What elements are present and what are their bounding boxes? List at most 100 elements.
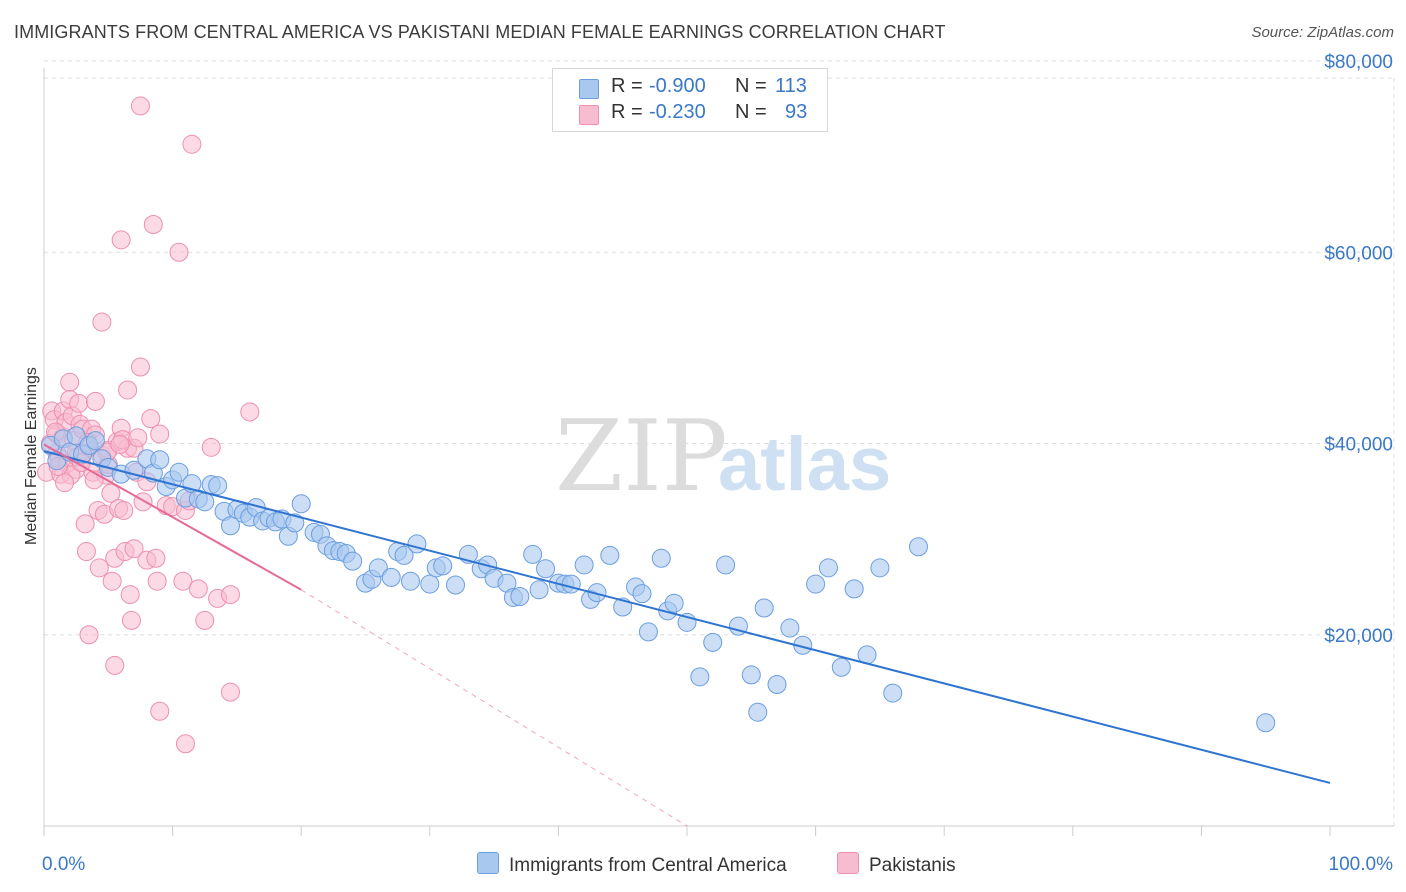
central-america-point [767,674,787,694]
central-america-point [574,555,594,575]
pakistanis-point [150,701,170,721]
central-america-point [587,583,607,603]
pakistanis-point [133,492,153,512]
pakistanis-point [130,357,150,377]
bottom-legend-label: Pakistanis [869,855,956,876]
central-america-point [381,567,401,587]
central-america-point [401,571,421,591]
bottom-legend-pakistanis: Pakistanis [837,852,956,877]
pakistanis-point [102,571,122,591]
central-america-point [407,534,427,554]
pakistanis-trendline-extension [300,589,688,827]
legend-n-value: 93 [785,101,808,123]
pakistanis-point [169,242,189,262]
x-tick-label-start: 0.0% [42,854,85,875]
central-america-point [291,494,311,514]
legend-n-label: N = [735,75,767,97]
legend: R = -0.900 N = 113 R = -0.230 N = 93 [552,68,828,132]
pakistanis-point [128,428,148,448]
central-america-point [780,618,800,638]
central-america-point [831,657,851,677]
pakistanis-point [85,391,105,411]
central-america-point [870,558,890,578]
central-america-point [368,558,388,578]
pakistanis-point [146,548,166,568]
central-america-point [446,575,466,595]
central-america-point [343,551,363,571]
central-america-point [600,545,620,565]
pakistanis-point [220,585,240,605]
central-america-point [523,544,543,564]
central-america-point [638,622,658,642]
y-tick-label: $40,000 [1324,435,1393,456]
chart-title: IMMIGRANTS FROM CENTRAL AMERICA VS PAKIS… [14,22,946,42]
pakistanis-point [201,437,221,457]
pakistanis-point [75,514,95,534]
legend-swatch-pink [579,105,599,125]
central-america-point [208,476,228,496]
central-america-point [818,558,838,578]
central-america-point [66,426,86,446]
central-america-point [844,579,864,599]
pakistanis-point [105,655,125,675]
legend-r-label: R = [611,75,643,97]
y-axis-label: Median Female Earnings [23,367,40,545]
pakistanis-point [69,393,89,413]
central-america-point [716,555,736,575]
pakistanis-point [92,312,112,332]
pakistanis-point [147,571,167,591]
legend-n-value: 113 [775,75,807,97]
central-america-point [195,492,215,512]
central-america-point [632,584,652,604]
pakistanis-point [110,434,130,454]
legend-r-value: -0.900 [649,75,706,97]
pakistanis-point [114,500,134,520]
central-america-trendline [43,450,1331,784]
legend-n-label: N = [735,101,767,123]
pakistanis-points [37,96,260,754]
pakistanis-point [195,610,215,630]
central-america-point [536,559,556,579]
bottom-legend-swatch-pink [837,852,859,874]
bottom-legend-central-america: Immigrants from Central America [477,852,787,877]
x-tick-label-end: 100.0% [1329,854,1394,875]
legend-r-label: R = [611,101,643,123]
chart-source: Source: ZipAtlas.com [1251,24,1394,41]
central-america-point [85,431,105,451]
pakistanis-point [111,230,131,250]
central-america-point [529,580,549,600]
legend-r-value: -0.230 [649,101,706,123]
legend-swatch-blue [579,79,599,99]
central-america-point [420,574,440,594]
central-america-point [651,548,671,568]
pakistanis-point [175,734,195,754]
pakistanis-point [118,380,138,400]
central-america-point [285,513,305,533]
central-america-point [806,574,826,594]
pakistanis-point [121,610,141,630]
trend-lines [43,443,1331,827]
pakistanis-point [188,579,208,599]
pakistanis-point [141,409,161,429]
central-america-point [220,516,240,536]
y-tick-label: $20,000 [1324,626,1393,647]
central-america-point [754,598,774,618]
central-america-point [703,632,723,652]
bottom-legend-swatch-blue [477,852,499,874]
y-tick-label: $80,000 [1324,52,1393,73]
pakistanis-trendline [43,443,302,591]
pakistanis-point [120,585,140,605]
central-america-point [664,593,684,613]
central-america-point [1256,713,1276,733]
central-america-point [169,462,189,482]
pakistanis-point [130,96,150,116]
central-america-point [748,702,768,722]
pakistanis-point [124,539,144,559]
y-tick-label: $60,000 [1324,243,1393,264]
watermark-zip: ZIP [555,400,728,514]
central-america-point [510,587,530,606]
central-america-point [150,450,170,470]
pakistanis-point [79,625,99,645]
pakistanis-point [150,424,170,444]
central-america-point [394,545,414,565]
